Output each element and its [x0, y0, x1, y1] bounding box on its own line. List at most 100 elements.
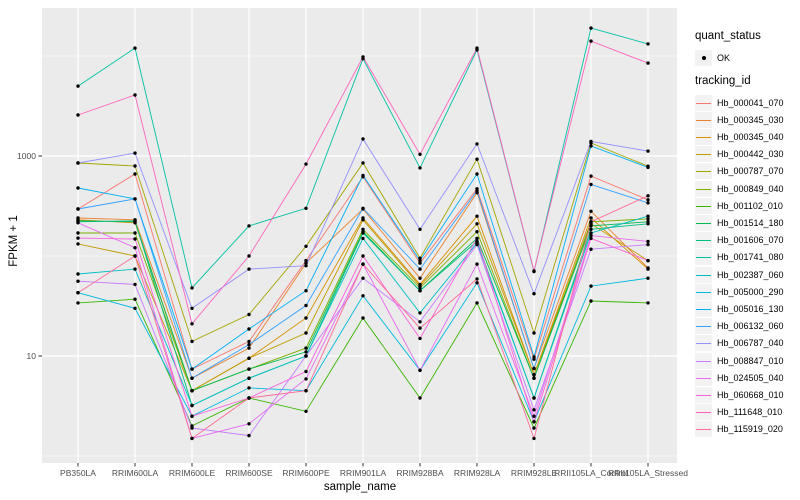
legend-line-swatch-icon: [695, 369, 712, 386]
data-point: [589, 227, 593, 231]
legend-line-swatch-icon: [695, 163, 712, 180]
legend-line-swatch-icon: [695, 386, 712, 403]
data-point: [418, 311, 422, 315]
x-tick-label: RRIM928LA: [453, 468, 501, 478]
data-point: [475, 142, 479, 146]
data-point: [589, 182, 593, 187]
data-point: [304, 369, 308, 374]
data-point: [646, 276, 650, 280]
data-point: [133, 231, 137, 235]
data-point: [646, 214, 650, 218]
data-point: [361, 137, 365, 141]
data-point: [133, 164, 137, 168]
data-point: [361, 316, 365, 320]
legend-entry-label: Hb_115919_020: [717, 424, 783, 435]
x-tick-label: RRIM600LE: [168, 468, 216, 478]
legend-entry-label: Hb_000345_040: [717, 131, 784, 142]
data-point: [304, 316, 308, 320]
data-point: [133, 219, 137, 223]
legend-entry-label: Hb_001102_010: [717, 200, 783, 211]
legend-line-swatch-icon: [695, 283, 712, 300]
data-point: [475, 242, 479, 247]
panel-background: [42, 8, 677, 463]
data-point: [361, 262, 365, 266]
data-point: [589, 39, 593, 43]
legend-entry-Hb_001514_180: Hb_001514_180: [695, 214, 784, 231]
legend-entry-label: Hb_000041_070: [717, 97, 784, 108]
data-point: [646, 61, 650, 65]
data-point: [133, 282, 137, 287]
legend-line-swatch-icon: [695, 146, 712, 163]
data-point: [418, 256, 422, 260]
data-point: [418, 336, 422, 341]
data-point: [475, 214, 479, 218]
data-point: [589, 26, 593, 30]
data-point: [589, 247, 593, 251]
data-point: [646, 239, 650, 244]
legend-line-swatch-icon: [695, 214, 712, 231]
x-tick-label: RRII105LA_Control: [554, 468, 628, 478]
data-point: [532, 414, 536, 418]
legend-entry-Hb_111648_010: Hb_111648_010: [695, 404, 782, 421]
data-point: [418, 152, 422, 156]
data-point: [646, 242, 650, 247]
x-axis-title: sample_name: [323, 481, 397, 493]
data-point: [361, 218, 365, 222]
data-point: [190, 367, 194, 371]
data-point: [532, 408, 536, 412]
data-point: [304, 303, 308, 308]
data-point: [361, 161, 365, 165]
data-point: [304, 258, 308, 263]
data-point: [190, 436, 194, 441]
data-point: [304, 289, 308, 293]
legend-entry-Hb_006787_040: Hb_006787_040: [695, 335, 784, 352]
data-point: [133, 151, 137, 155]
data-point: [418, 326, 422, 330]
legend-line-swatch-icon: [695, 232, 712, 249]
data-point: [646, 222, 650, 226]
legend-entry-Hb_000787_070: Hb_000787_070: [695, 163, 784, 180]
data-point: [304, 354, 308, 358]
data-point: [76, 272, 80, 276]
legend-entry-label: Hb_005016_130: [717, 303, 784, 314]
x-tick-label: RRIM901LA: [339, 468, 387, 478]
data-point: [589, 231, 593, 235]
legend-line-swatch-icon: [695, 404, 712, 421]
data-point: [190, 376, 194, 380]
data-point: [418, 368, 422, 372]
data-point: [133, 46, 137, 50]
x-tick-label: RRIM600PE: [282, 468, 330, 478]
data-point: [646, 301, 650, 305]
data-point: [76, 291, 80, 295]
legend-entry-label: OK: [717, 52, 731, 63]
legend-entry-Hb_005016_130: Hb_005016_130: [695, 300, 784, 317]
data-point: [532, 331, 536, 335]
legend-entry-Hb_115919_020: Hb_115919_020: [695, 421, 783, 438]
legend-entry-label: Hb_006787_040: [717, 338, 784, 349]
legend-entry-Hb_001606_070: Hb_001606_070: [695, 232, 784, 249]
data-point: [646, 165, 650, 170]
data-point: [133, 237, 137, 241]
data-point: [247, 367, 251, 371]
legend-line-swatch-icon: [695, 249, 712, 266]
data-point: [475, 222, 479, 226]
data-point: [418, 261, 422, 265]
data-point: [418, 286, 422, 290]
legend-entry-Hb_006132_060: Hb_006132_060: [695, 318, 784, 335]
data-point: [247, 342, 251, 347]
data-point: [418, 320, 422, 324]
data-point: [646, 217, 650, 221]
data-point: [532, 396, 536, 400]
data-point: [304, 264, 308, 268]
data-point: [247, 339, 251, 344]
data-point: [646, 198, 650, 202]
data-point: [475, 236, 479, 241]
data-point: [532, 355, 536, 359]
legend-entry-label: Hb_006132_060: [717, 321, 784, 332]
data-point: [133, 306, 137, 310]
data-point: [304, 377, 308, 381]
y-tick-label: 10: [26, 351, 36, 361]
data-point: [133, 172, 137, 176]
data-point: [532, 373, 536, 377]
